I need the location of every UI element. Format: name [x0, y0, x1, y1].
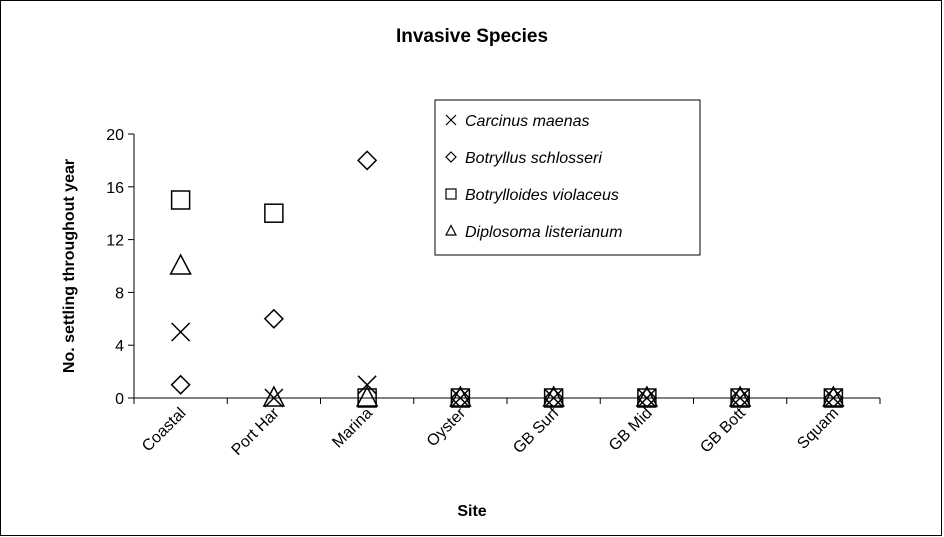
legend-label: Carcinus maenas: [465, 113, 590, 130]
data-point: [822, 385, 845, 407]
data-point: [728, 385, 752, 407]
y-tick-label: 12: [106, 233, 124, 250]
y-tick-label: 4: [115, 338, 124, 355]
legend-marker: [445, 188, 457, 200]
data-point: [170, 374, 191, 395]
data-point: [169, 253, 192, 275]
y-tick-label: 20: [106, 127, 124, 144]
data-point: [823, 388, 844, 408]
data-point: [450, 388, 471, 408]
data-point: [264, 388, 284, 408]
data-point: [355, 385, 379, 407]
y-tick-label: 16: [106, 180, 124, 197]
data-point: [264, 203, 284, 223]
data-point: [357, 388, 377, 408]
data-point: [635, 385, 659, 407]
data-point: [637, 388, 657, 408]
data-point: [730, 388, 750, 408]
data-point: [170, 190, 191, 210]
data-point: [542, 385, 565, 407]
legend-marker: [445, 114, 457, 126]
data-point: [171, 322, 191, 342]
legend-label: Botrylloides violaceus: [465, 187, 619, 204]
data-point: [823, 388, 843, 408]
legend-label: Botryllus schlosseri: [465, 150, 602, 167]
data-point: [357, 150, 378, 171]
data-point: [357, 375, 377, 395]
data-point: [450, 388, 470, 408]
data-point: [262, 385, 286, 407]
y-tick-label: 0: [115, 391, 124, 408]
x-axis-label: Site: [457, 503, 486, 520]
y-axis-label: No. settling throughout year: [61, 159, 78, 373]
data-point: [730, 388, 750, 408]
data-point: [544, 388, 564, 408]
legend-marker: [445, 224, 457, 236]
legend-box: [434, 99, 701, 256]
data-point: [449, 385, 472, 407]
y-tick-label: 8: [115, 285, 124, 302]
chart-title: Invasive Species: [396, 26, 548, 47]
data-point: [263, 308, 284, 329]
data-point: [543, 388, 564, 408]
data-point: [637, 388, 657, 408]
legend-marker: [445, 151, 457, 163]
legend-label: Diplosoma listerianum: [465, 224, 622, 241]
